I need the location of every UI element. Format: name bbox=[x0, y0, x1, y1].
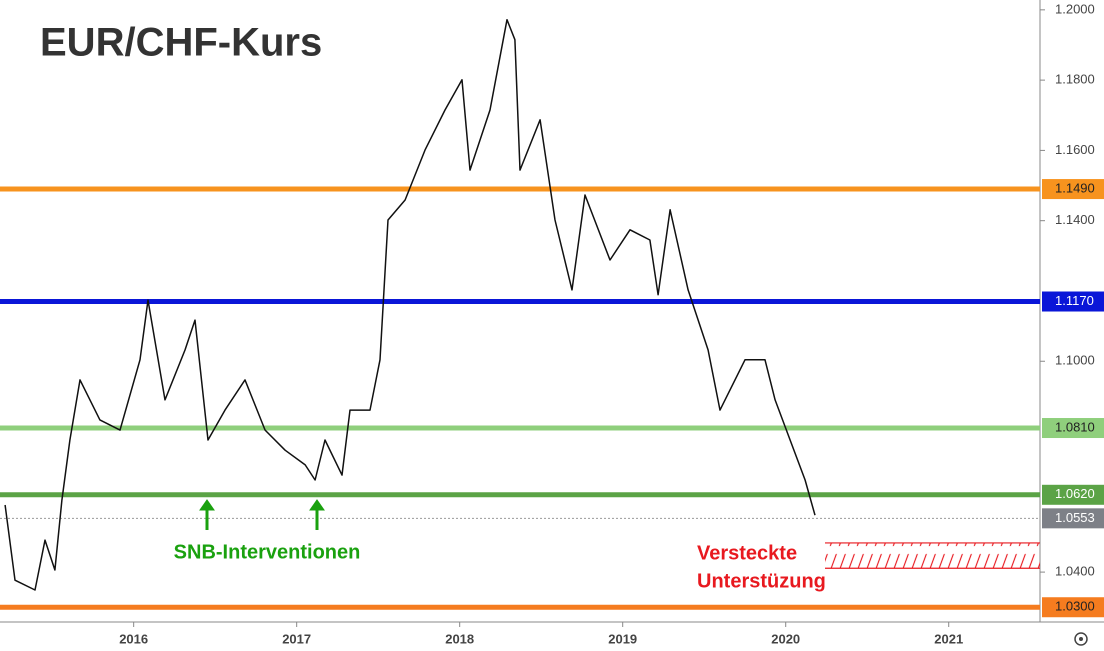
price-line bbox=[4, 18, 816, 591]
level-tag bbox=[1042, 179, 1104, 200]
x-tick-label: 2018 bbox=[445, 631, 474, 646]
level-tag bbox=[1042, 508, 1104, 529]
y-tick-label: 1.0400 bbox=[1055, 564, 1095, 579]
x-tick-label: 2019 bbox=[608, 631, 637, 646]
level-tag bbox=[1042, 291, 1104, 312]
annotation: Unterstüzung bbox=[697, 570, 826, 592]
arrows bbox=[199, 499, 325, 530]
x-tick-label: 2016 bbox=[119, 631, 148, 646]
y-tick-label: 1.1800 bbox=[1055, 72, 1095, 87]
support-zone bbox=[825, 542, 1040, 569]
annotation: Versteckte bbox=[697, 542, 797, 564]
x-tick-label: 2021 bbox=[934, 631, 963, 646]
level-label: 1.0810 bbox=[1055, 419, 1095, 434]
x-tick-label: 2020 bbox=[771, 631, 800, 646]
y-tick-label: 1.1000 bbox=[1055, 353, 1095, 368]
settings-icon[interactable] bbox=[1074, 632, 1088, 646]
level-tag bbox=[1042, 597, 1104, 618]
y-tick-label: 1.2000 bbox=[1055, 1, 1095, 16]
level-label: 1.0300 bbox=[1055, 599, 1095, 614]
plot-area bbox=[0, 18, 1040, 610]
y-tick-label: 1.1600 bbox=[1055, 142, 1095, 157]
level-tag bbox=[1042, 484, 1104, 505]
level-label: 1.1490 bbox=[1055, 180, 1095, 195]
annotation: SNB-Interventionen bbox=[174, 541, 361, 563]
level-tag bbox=[1042, 418, 1104, 439]
level-label: 1.1170 bbox=[1055, 293, 1094, 308]
x-tick-label: 2017 bbox=[282, 631, 311, 646]
y-tick-label: 1.1400 bbox=[1055, 212, 1095, 227]
chart-title: EUR/CHF-Kurs bbox=[40, 21, 322, 65]
level-label: 1.0620 bbox=[1055, 486, 1095, 501]
level-label: 1.0553 bbox=[1055, 510, 1095, 525]
